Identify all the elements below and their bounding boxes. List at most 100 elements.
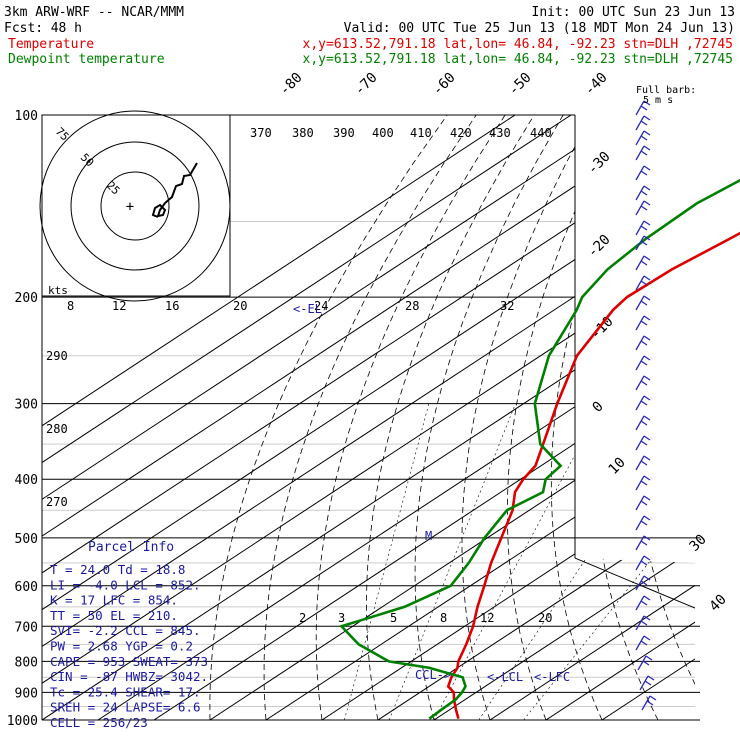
wind-barb-shaft (635, 255, 645, 271)
wind-speed-label: 24 (314, 299, 328, 313)
wind-barb-flag (642, 660, 650, 666)
wind-barb-flag (643, 555, 651, 561)
wind-barb-flag (643, 535, 651, 541)
parcel-info-row: TT = 50 EL = 210. (50, 608, 178, 623)
isotherm (42, 115, 695, 720)
wind-barb-flag (640, 340, 648, 346)
moist-adiabat (433, 403, 603, 720)
parcel-info-row: K = 17 LFC = 854. (50, 593, 178, 608)
valid-time: Valid: 00 UTC Tue 25 Jun 13 (18 MDT Mon … (344, 21, 735, 36)
wind-barb-flag (643, 130, 651, 136)
wind-barb-flag (640, 300, 648, 306)
wind-barb-flag (640, 520, 648, 526)
pressure-tick-label: 300 (15, 398, 38, 413)
wind-barb-flag (640, 135, 648, 141)
wind-barb-flag (640, 205, 648, 211)
isotherm-label: -50 (506, 70, 535, 99)
level-marker: <-LFC (534, 670, 570, 684)
wind-barb-shaft (639, 675, 649, 691)
dry-adiabat (675, 115, 695, 720)
wind-barb-shaft (635, 495, 645, 511)
isotherm (42, 115, 572, 720)
dry-adiabat (461, 115, 593, 720)
isotherm (265, 115, 695, 720)
wind-barb-flag (643, 475, 651, 481)
wind-barbs (635, 100, 657, 711)
wind-speed-label: 32 (500, 299, 514, 313)
wind-barb-flag (643, 185, 651, 191)
barb-legend-value: 5 m s (643, 95, 673, 106)
wind-barb-flag (643, 315, 651, 321)
wind-barb-flag (643, 415, 651, 421)
wind-barb-flag (643, 355, 651, 361)
parcel-info-row: CIN = -87 HWBZ= 3042. (50, 669, 208, 684)
wind-barb-shaft (635, 165, 645, 181)
level-marker: <-LCL (487, 670, 523, 684)
pressure-tick-label: 900 (15, 686, 38, 701)
mixing-ratio-label: 8 (440, 611, 447, 625)
parcel-info-row: Tc = 25.4 SHEAR= 17. (50, 684, 201, 699)
wind-barb-flag (643, 200, 651, 206)
wind-barb-shaft (635, 415, 645, 431)
wind-barb-shaft (635, 200, 645, 216)
wind-barb-flag (640, 400, 648, 406)
wind-barb-shaft (635, 435, 645, 451)
isotherm (433, 115, 695, 720)
wind-barb-flag (640, 440, 648, 446)
dry-adiabat (263, 115, 477, 720)
wind-barb-flag (643, 165, 651, 171)
wind-barb-shaft (635, 535, 645, 551)
dewpoint-profile (339, 178, 740, 720)
wind-barb-shaft (635, 555, 645, 571)
wind-barb-flag (643, 145, 651, 151)
isotherm (209, 115, 695, 720)
isotherm-label: -70 (352, 70, 381, 99)
isotherm (489, 115, 695, 720)
wind-barb-flag (640, 320, 648, 326)
wind-speed-label: 12 (112, 299, 126, 313)
wind-barb-flag (649, 695, 657, 701)
model-title: 3km ARW-WRF -- NCAR/MMM (4, 5, 184, 20)
mixing-ratio-label: 3 (338, 611, 345, 625)
theta-label: 400 (372, 126, 394, 140)
pressure-tick-label: 200 (15, 291, 38, 306)
wind-barb-flag (644, 680, 652, 686)
wind-barb-flag (643, 595, 651, 601)
wind-barb-flag (643, 515, 651, 521)
wind-barb-shaft (635, 475, 645, 491)
theta-label: 280 (46, 422, 68, 436)
wind-barb-flag (640, 500, 648, 506)
wind-barb-flag (643, 255, 651, 261)
wind-barb-shaft (635, 575, 645, 591)
dry-adiabat (507, 115, 622, 720)
wind-barb-flag (643, 435, 651, 441)
hodograph-ring (70, 141, 200, 271)
mixing-ratio-label: 12 (480, 611, 494, 625)
isotherm-label: 30 (687, 532, 710, 555)
theta-label: 370 (250, 126, 272, 140)
moist-adiabat (523, 403, 695, 720)
wind-barb-flag (640, 225, 648, 231)
wind-barb-flag (643, 235, 651, 241)
level-marker: <-EL (293, 302, 322, 316)
mixing-ratio-label: 5 (390, 611, 397, 625)
pressure-tick-label: 600 (15, 580, 38, 595)
pressure-tick-label: 100 (15, 109, 38, 124)
forecast-label: Fcst: (4, 21, 43, 36)
isotherm (42, 115, 628, 720)
wind-speed-label: 20 (233, 299, 247, 313)
pressure-tick-label: 400 (15, 473, 38, 488)
wind-barb-flag (643, 220, 651, 226)
wind-barb-shaft (635, 455, 645, 471)
wind-barb-shaft (635, 355, 645, 371)
isotherm (377, 115, 695, 720)
wind-barb-flag (640, 640, 648, 646)
wind-barb-flag (640, 480, 648, 486)
wind-barb-shaft (635, 635, 645, 651)
hodograph-ring (39, 110, 231, 302)
temperature-profile (446, 231, 740, 720)
isotherm (97, 115, 695, 720)
parcel-info-row: CAPE = 953 SWEAT= 373 (50, 654, 208, 669)
